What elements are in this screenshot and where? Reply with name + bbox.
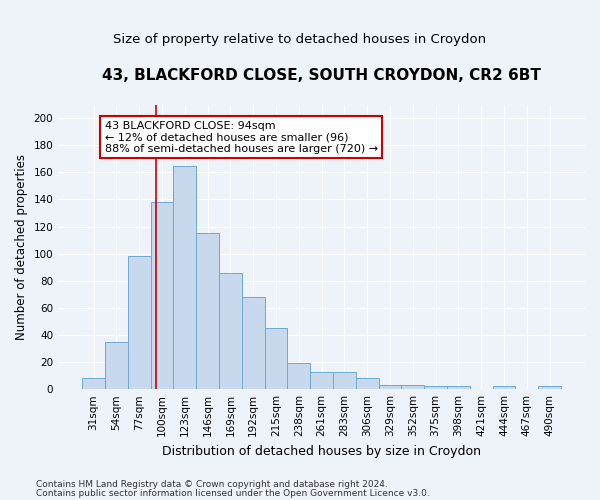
Bar — [379, 385, 401, 389]
Bar — [401, 385, 424, 389]
Bar — [82, 378, 105, 389]
Bar — [493, 386, 515, 389]
Bar — [105, 342, 128, 389]
Text: 43 BLACKFORD CLOSE: 94sqm
← 12% of detached houses are smaller (96)
88% of semi-: 43 BLACKFORD CLOSE: 94sqm ← 12% of detac… — [105, 121, 378, 154]
Bar — [356, 378, 379, 389]
Bar — [310, 372, 333, 389]
Bar — [447, 386, 470, 389]
X-axis label: Distribution of detached houses by size in Croydon: Distribution of detached houses by size … — [162, 444, 481, 458]
Y-axis label: Number of detached properties: Number of detached properties — [15, 154, 28, 340]
Bar — [242, 297, 265, 389]
Bar — [219, 272, 242, 389]
Bar — [538, 386, 561, 389]
Title: 43, BLACKFORD CLOSE, SOUTH CROYDON, CR2 6BT: 43, BLACKFORD CLOSE, SOUTH CROYDON, CR2 … — [102, 68, 541, 82]
Text: Size of property relative to detached houses in Croydon: Size of property relative to detached ho… — [113, 32, 487, 46]
Bar — [424, 386, 447, 389]
Bar — [265, 328, 287, 389]
Text: Contains HM Land Registry data © Crown copyright and database right 2024.: Contains HM Land Registry data © Crown c… — [36, 480, 388, 489]
Bar — [287, 364, 310, 389]
Text: Contains public sector information licensed under the Open Government Licence v3: Contains public sector information licen… — [36, 488, 430, 498]
Bar — [173, 166, 196, 389]
Bar — [151, 202, 173, 389]
Bar — [128, 256, 151, 389]
Bar — [196, 234, 219, 389]
Bar — [333, 372, 356, 389]
